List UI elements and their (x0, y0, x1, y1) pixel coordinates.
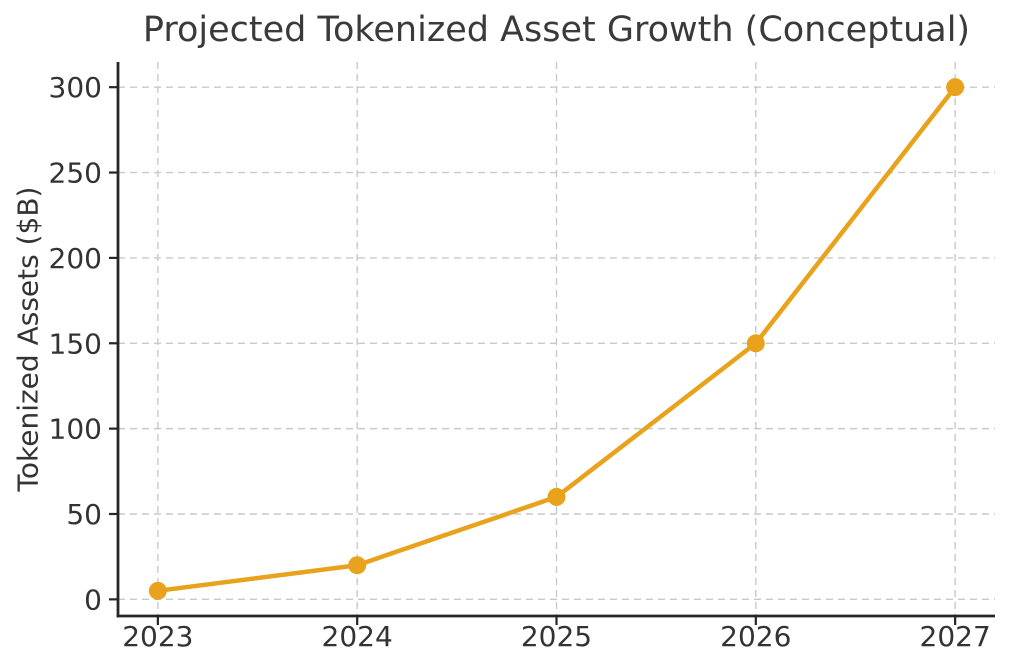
y-tick-label: 200 (49, 242, 102, 275)
data-point (547, 487, 566, 506)
data-point (348, 556, 367, 575)
x-tick-label: 2023 (122, 620, 193, 653)
x-tick-label: 2025 (521, 620, 592, 653)
y-tick-label: 250 (49, 157, 102, 190)
y-tick-label: 300 (49, 71, 102, 104)
data-point (746, 334, 765, 353)
chart-title: Projected Tokenized Asset Growth (Concep… (142, 10, 971, 50)
data-point (148, 581, 167, 600)
y-tick-label: 50 (66, 498, 102, 531)
x-tick-label: 2026 (720, 620, 791, 653)
y-tick-label: 0 (84, 583, 102, 616)
y-tick-label: 150 (49, 327, 102, 360)
x-tick-label: 2024 (322, 620, 393, 653)
data-point (946, 78, 965, 97)
y-tick-label: 100 (49, 413, 102, 446)
x-tick-label: 2027 (920, 620, 991, 653)
